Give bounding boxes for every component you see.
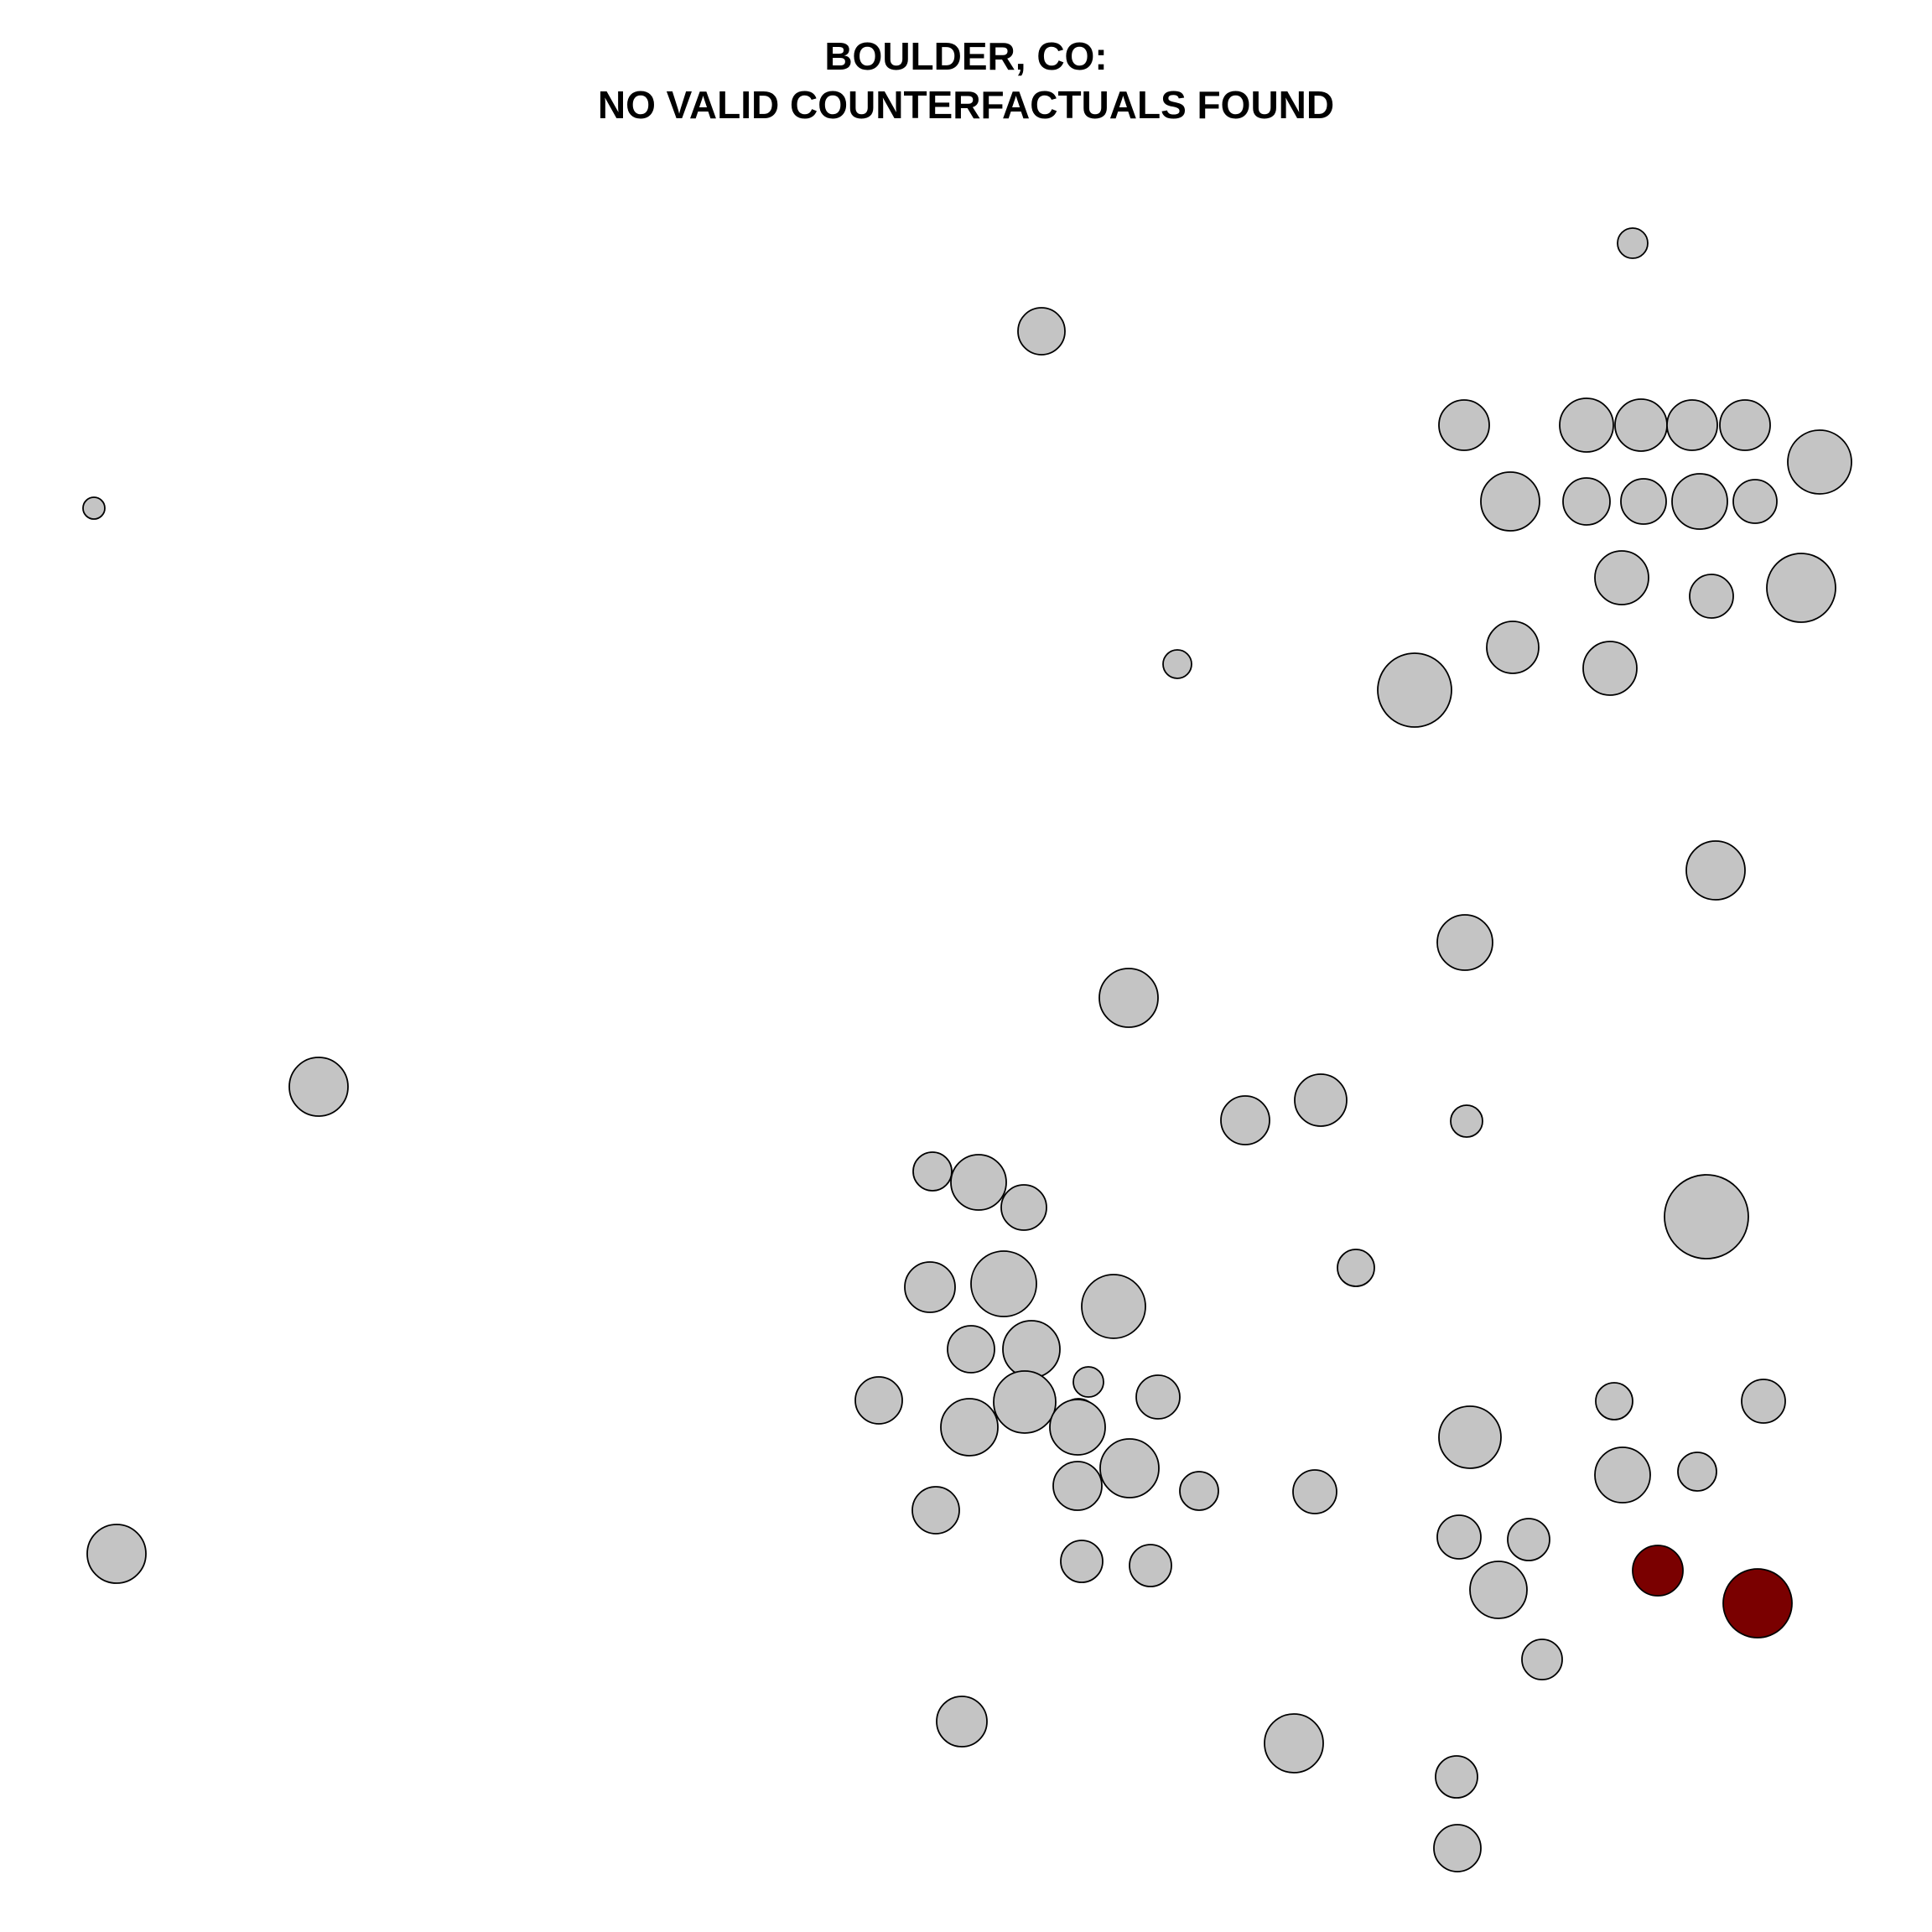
unit-bubble <box>1000 1184 1047 1231</box>
unit-bubble <box>1480 471 1540 532</box>
unit-bubble <box>1081 1274 1146 1339</box>
unit-bubble <box>1436 914 1493 971</box>
unit-bubble <box>912 1151 953 1192</box>
unit-bubble <box>1582 641 1638 696</box>
unit-bubble <box>1433 1824 1482 1872</box>
unit-bubble <box>1135 1374 1181 1420</box>
unit-bubble <box>288 1057 349 1117</box>
unit-bubble <box>82 496 106 520</box>
unit-bubble <box>1766 553 1836 623</box>
unit-bubble <box>1264 1713 1324 1774</box>
unit-bubble <box>940 1398 999 1457</box>
unit-bubble <box>1294 1073 1348 1127</box>
highlighted-unit-bubble <box>1632 1545 1684 1597</box>
unit-bubble <box>1685 840 1746 901</box>
unit-bubble <box>1614 398 1668 452</box>
unit-bubble <box>1741 1379 1786 1424</box>
unit-bubble <box>904 1261 956 1313</box>
highlighted-unit-bubble <box>1722 1568 1793 1639</box>
unit-bubble <box>1162 649 1192 679</box>
map-title-line-1: BOULDER, CO: <box>824 34 1108 78</box>
unit-bubble <box>1049 1399 1106 1456</box>
unit-bubble <box>1377 652 1452 728</box>
map-title-line-2: NO VALID COUNTERFACTUALS FOUND <box>597 83 1335 127</box>
unit-bubble <box>1689 574 1734 619</box>
unit-bubble <box>1671 473 1728 530</box>
unit-bubble <box>1469 1561 1528 1619</box>
unit-bubble <box>1072 1366 1104 1398</box>
unit-bubble <box>1017 307 1066 356</box>
unit-bubble <box>1595 1382 1633 1420</box>
unit-bubble <box>1787 429 1852 495</box>
unit-bubble <box>950 1154 1007 1211</box>
unit-bubble <box>1002 1320 1061 1379</box>
unit-bubble <box>947 1325 995 1374</box>
unit-bubble <box>1099 1438 1160 1498</box>
unit-bubble <box>1594 550 1649 605</box>
unit-bubble <box>1486 621 1540 674</box>
unit-bubble <box>1562 477 1611 526</box>
unit-bubble <box>1220 1095 1270 1145</box>
unit-bubble <box>1337 1249 1375 1287</box>
map-title: BOULDER, CO: NO VALID COUNTERFACTUALS FO… <box>0 32 1932 129</box>
unit-bubble <box>1719 399 1771 451</box>
unit-bubble <box>993 1370 1057 1434</box>
unit-bubble <box>1507 1518 1550 1561</box>
unit-bubble <box>970 1250 1037 1317</box>
unit-bubble <box>1179 1471 1219 1511</box>
unit-bubble <box>1732 479 1778 524</box>
unit-bubble <box>911 1486 960 1535</box>
unit-bubble <box>1559 397 1614 453</box>
unit-bubble <box>1292 1469 1337 1514</box>
unit-bubble <box>1521 1639 1563 1680</box>
unit-bubble <box>1435 1755 1478 1799</box>
unit-bubble <box>1450 1104 1483 1138</box>
unit-bubble <box>1098 968 1159 1028</box>
unit-bubble <box>1620 478 1667 525</box>
unit-bubble <box>854 1376 903 1425</box>
unit-bubble <box>1438 1405 1502 1469</box>
unit-bubble <box>1438 399 1490 451</box>
unit-bubble <box>86 1524 147 1584</box>
unit-bubble <box>1677 1452 1717 1492</box>
unit-bubble <box>936 1696 988 1748</box>
unit-bubble <box>1436 1514 1482 1560</box>
unit-bubble <box>1594 1446 1651 1504</box>
unit-bubble <box>1666 399 1718 451</box>
unit-bubble <box>1060 1540 1104 1583</box>
unit-bubble <box>1617 227 1649 259</box>
unit-bubble <box>1052 1461 1103 1511</box>
unit-bubble <box>1664 1174 1749 1259</box>
unit-bubble <box>1129 1544 1172 1587</box>
